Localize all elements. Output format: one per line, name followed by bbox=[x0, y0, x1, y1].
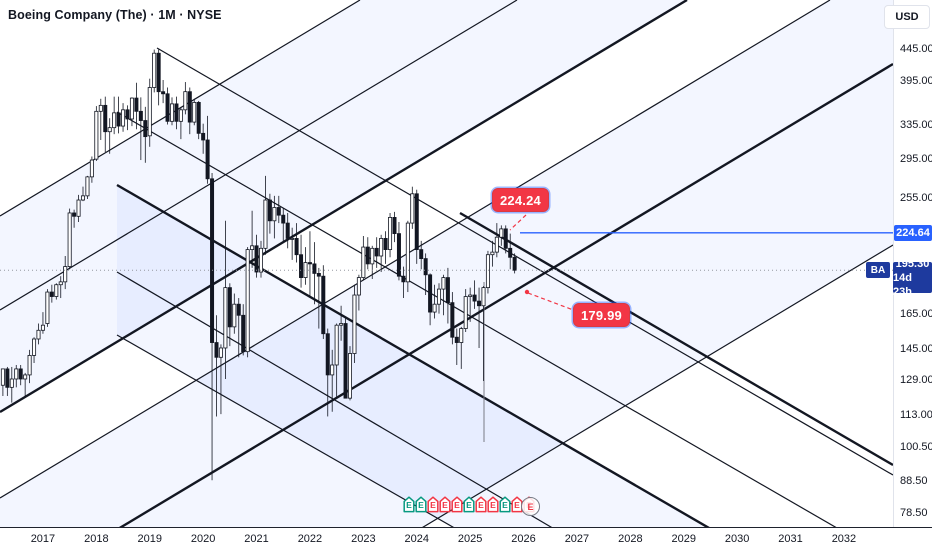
year-tick: 2018 bbox=[84, 533, 109, 545]
trend-line bbox=[116, 111, 837, 527]
svg-text:E: E bbox=[442, 500, 448, 510]
svg-text:E: E bbox=[478, 500, 484, 510]
earnings-icon[interactable]: E bbox=[439, 496, 451, 513]
year-tick: 2028 bbox=[618, 533, 643, 545]
plot-layer bbox=[0, 0, 893, 527]
earnings-icon[interactable]: E bbox=[499, 496, 511, 513]
svg-text:E: E bbox=[490, 500, 496, 510]
trend-line bbox=[0, 0, 518, 311]
price-tick: 113.00 bbox=[900, 409, 932, 422]
year-tick: 2026 bbox=[511, 533, 536, 545]
svg-text:E: E bbox=[454, 500, 460, 510]
price-tick: 129.00 bbox=[900, 374, 932, 387]
earnings-icon[interactable]: E bbox=[475, 496, 487, 513]
price-tick: 88.50 bbox=[900, 474, 928, 487]
price-tick: 145.00 bbox=[900, 342, 932, 355]
note-connector bbox=[509, 214, 527, 231]
year-tick: 2023 bbox=[351, 533, 376, 545]
price-target-note[interactable]: 179.99 bbox=[573, 303, 630, 327]
year-tick: 2020 bbox=[190, 533, 216, 545]
symbol-title[interactable]: Boeing Company (The) · 1M · NYSE bbox=[8, 8, 222, 22]
trend-line bbox=[116, 271, 553, 527]
year-tick: 2021 bbox=[244, 533, 269, 545]
price-tick: 395.00 bbox=[900, 75, 932, 88]
year-tick: 2030 bbox=[724, 533, 750, 545]
note-connector bbox=[527, 292, 577, 312]
svg-text:E: E bbox=[430, 500, 436, 510]
svg-text:E: E bbox=[406, 500, 412, 510]
svg-text:E: E bbox=[514, 500, 520, 510]
alert-price-label[interactable]: 224.64 bbox=[894, 224, 932, 241]
earnings-icon[interactable]: E bbox=[415, 496, 427, 513]
price-tick: 100.50 bbox=[900, 440, 932, 453]
price-tick: 78.50 bbox=[900, 506, 928, 519]
trend-line bbox=[119, 62, 893, 527]
pivot-high-price-note[interactable]: 224.24 bbox=[492, 188, 549, 212]
earnings-icon[interactable]: E bbox=[463, 496, 475, 513]
price-tick: 255.00 bbox=[900, 191, 932, 204]
trend-line bbox=[0, 0, 688, 414]
last-price-countdown-label: 195.30 14d 23h bbox=[893, 258, 932, 298]
time-axis[interactable] bbox=[0, 527, 932, 550]
year-tick: 2029 bbox=[671, 533, 696, 545]
earnings-icon[interactable]: E bbox=[451, 496, 463, 513]
note-anchor-dot bbox=[524, 289, 530, 295]
trend-line bbox=[156, 47, 893, 476]
trend-line bbox=[0, 0, 361, 217]
price-tick: 335.00 bbox=[900, 119, 932, 132]
year-tick: 2019 bbox=[137, 533, 162, 545]
year-tick: 2027 bbox=[564, 533, 590, 545]
bar-countdown: 14d 23h bbox=[893, 271, 912, 298]
earnings-icon[interactable]: E bbox=[511, 496, 523, 513]
trend-line bbox=[459, 211, 893, 467]
trend-line bbox=[116, 183, 710, 527]
year-tick: 2025 bbox=[457, 533, 483, 545]
collapsed-events-icon[interactable]: E bbox=[521, 497, 540, 516]
candles bbox=[0, 49, 517, 481]
trend-line bbox=[116, 334, 454, 527]
year-tick: 2031 bbox=[778, 533, 803, 545]
svg-text:E: E bbox=[466, 500, 472, 510]
earnings-icon[interactable]: E bbox=[487, 496, 499, 513]
year-tick: 2022 bbox=[297, 533, 323, 545]
year-tick: 2032 bbox=[831, 533, 857, 545]
symbol-price-tag: BA bbox=[866, 262, 890, 279]
year-tick: 2017 bbox=[30, 533, 56, 545]
svg-text:E: E bbox=[502, 500, 508, 510]
price-tick: 445.00 bbox=[900, 43, 932, 56]
price-tick: 165.00 bbox=[900, 308, 932, 321]
earnings-icon[interactable]: E bbox=[403, 496, 415, 513]
earnings-icon[interactable]: E bbox=[427, 496, 439, 513]
currency-toggle-button[interactable]: USD bbox=[884, 5, 930, 29]
last-price: 195.30 bbox=[895, 257, 930, 270]
svg-text:E: E bbox=[418, 500, 424, 510]
price-tick: 295.00 bbox=[900, 153, 932, 166]
year-tick: 2024 bbox=[404, 533, 429, 545]
